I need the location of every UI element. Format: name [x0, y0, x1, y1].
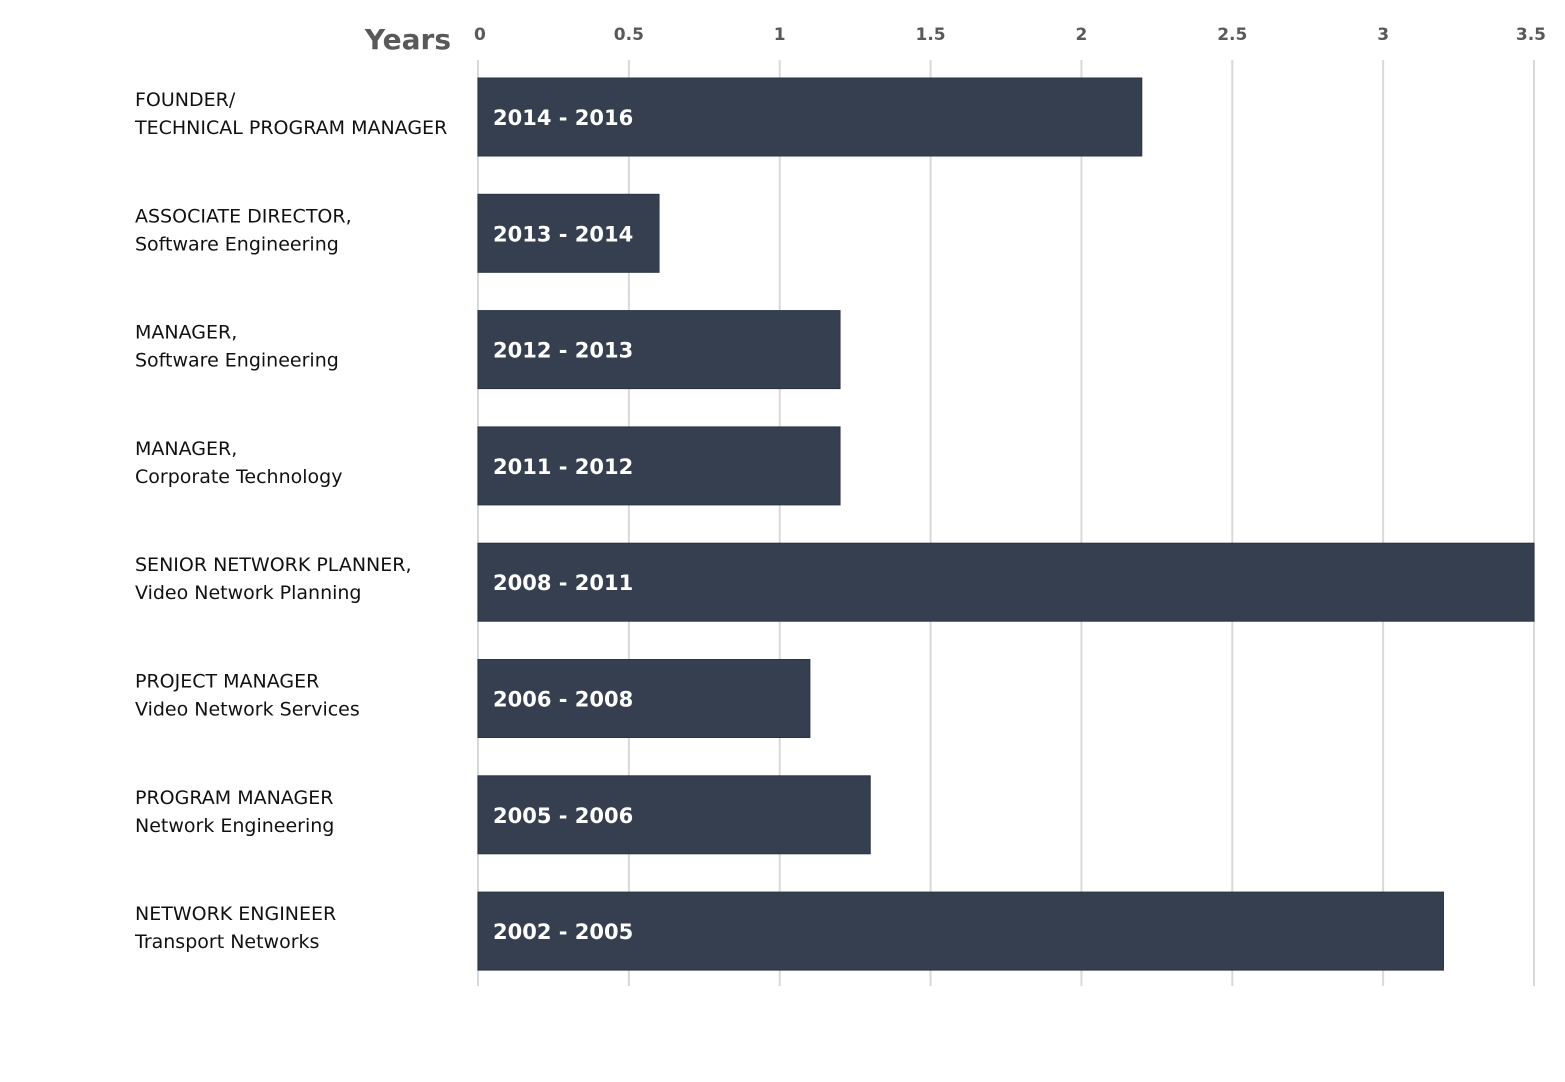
category-label-line1: ASSOCIATE DIRECTOR,: [135, 205, 352, 227]
category-label-line2: Transport Networks: [134, 931, 319, 953]
x-tick-label: 1.5: [916, 25, 946, 45]
bar-data-label: 2014 - 2016: [493, 106, 633, 130]
x-tick-label: 1: [774, 25, 786, 45]
category-label-line1: FOUNDER/: [135, 89, 236, 111]
bar: [477, 193, 660, 273]
category-label-line1: SENIOR NETWORK PLANNER,: [135, 554, 412, 576]
bar-data-label: 2005 - 2006: [493, 804, 633, 828]
category-label-line1: NETWORK ENGINEER: [135, 903, 336, 925]
category-label-line2: Software Engineering: [135, 233, 339, 255]
x-tick-label: 0: [474, 25, 486, 45]
bar: [477, 659, 811, 738]
bar-data-label: 2013 - 2014: [493, 222, 633, 246]
category-label-line1: PROJECT MANAGER: [135, 671, 319, 693]
bar: [477, 775, 871, 855]
bar: [477, 891, 1444, 971]
x-tick-label: 2.5: [1217, 25, 1247, 45]
category-label-line2: Video Network Planning: [135, 582, 362, 604]
bar-data-label: 2002 - 2005: [493, 920, 633, 944]
bar: [477, 310, 841, 390]
category-label-line2: Corporate Technology: [135, 466, 342, 488]
category-label-line1: PROGRAM MANAGER: [135, 787, 333, 809]
category-label-line2: Video Network Services: [135, 699, 360, 721]
bar-data-label: 2006 - 2008: [493, 688, 633, 712]
category-label-line2: Software Engineering: [135, 350, 339, 372]
bar-data-label: 2012 - 2013: [493, 339, 633, 363]
x-tick-label: 3.5: [1516, 25, 1546, 45]
category-label-line1: MANAGER,: [135, 322, 237, 344]
bar: [477, 77, 1143, 157]
category-label-line1: MANAGER,: [135, 438, 237, 460]
x-tick-label: 3: [1377, 25, 1389, 45]
x-tick-label: 0.5: [614, 25, 644, 45]
bar-data-label: 2008 - 2011: [493, 571, 633, 595]
x-tick-label: 2: [1076, 25, 1088, 45]
bar-data-label: 2011 - 2012: [493, 455, 633, 479]
bars: 2014 - 2016 2013 - 2014 2012 - 2013 2011 - …: [477, 77, 1535, 971]
bar: [477, 426, 841, 506]
bar: [477, 542, 1535, 622]
category-label-line2: Network Engineering: [135, 815, 334, 837]
category-labels: FOUNDER/TECHNICAL PROGRAM MANAGER ASSOCIA…: [134, 89, 447, 953]
x-axis-title: Years: [364, 23, 451, 56]
x-axis-ticks: 0 0.5 1 1.5 2 2.5 3 3.5: [474, 25, 1546, 45]
category-label-line2: TECHNICAL PROGRAM MANAGER: [134, 117, 447, 139]
